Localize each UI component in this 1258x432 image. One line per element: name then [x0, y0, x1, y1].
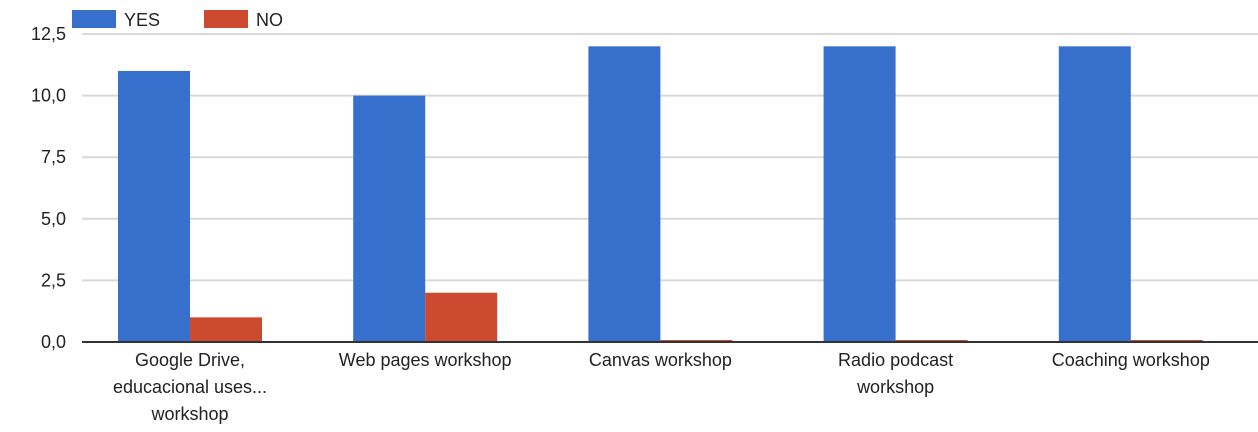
y-tick-label: 0,0: [41, 332, 66, 352]
x-tick-label: educacional uses...: [113, 377, 267, 397]
bar-yes: [588, 46, 661, 342]
bar-yes: [823, 46, 896, 342]
y-tick-label: 7,5: [41, 147, 66, 167]
bar-no: [190, 317, 262, 342]
x-tick-label: Web pages workshop: [339, 350, 512, 370]
legend-swatch-no: [204, 10, 248, 28]
x-tick-label: Coaching workshop: [1052, 350, 1210, 370]
x-tick-label: Canvas workshop: [589, 350, 732, 370]
y-tick-label: 12,5: [31, 24, 66, 44]
bars: [118, 46, 1203, 343]
x-tick-label: Radio podcast: [838, 350, 953, 370]
x-axis: Google Drive, educacional uses... workshop…: [113, 350, 1210, 424]
legend-label-no: NO: [256, 10, 283, 30]
y-tick-label: 5,0: [41, 209, 66, 229]
y-tick-label: 2,5: [41, 270, 66, 290]
y-axis: 0,0 2,5 5,0 7,5 10,0 12,5: [31, 24, 66, 352]
y-tick-label: 10,0: [31, 86, 66, 106]
bar-no: [425, 292, 498, 342]
legend-swatch-yes: [72, 10, 116, 28]
x-tick-label: workshop: [856, 377, 934, 397]
bar-yes: [1058, 46, 1131, 342]
bar-yes: [353, 95, 426, 342]
x-tick-label: workshop: [150, 404, 228, 424]
legend: YES NO: [72, 10, 283, 30]
bar-yes: [118, 70, 190, 343]
x-tick-label: Google Drive,: [135, 350, 245, 370]
legend-label-yes: YES: [124, 10, 160, 30]
